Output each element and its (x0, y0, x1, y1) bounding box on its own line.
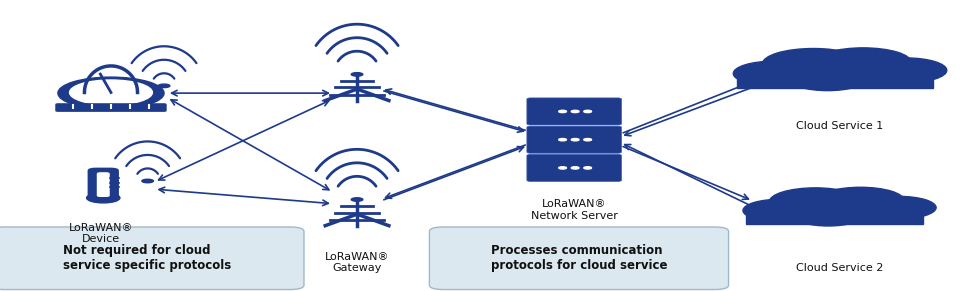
Text: Cloud Service 2: Cloud Service 2 (796, 263, 883, 273)
Circle shape (158, 84, 170, 88)
FancyBboxPatch shape (0, 227, 304, 290)
Circle shape (571, 167, 579, 169)
FancyBboxPatch shape (527, 98, 621, 125)
Circle shape (571, 139, 579, 141)
Circle shape (142, 179, 153, 183)
Circle shape (816, 187, 904, 214)
Circle shape (743, 199, 817, 222)
Text: Cloud Service 1: Cloud Service 1 (796, 121, 883, 131)
Circle shape (559, 139, 566, 141)
FancyBboxPatch shape (429, 227, 729, 290)
Circle shape (87, 193, 120, 203)
Circle shape (584, 110, 592, 113)
Circle shape (793, 205, 864, 226)
FancyBboxPatch shape (56, 104, 166, 111)
Circle shape (584, 167, 592, 169)
Circle shape (559, 110, 566, 113)
Circle shape (69, 80, 152, 105)
FancyBboxPatch shape (746, 212, 924, 224)
Circle shape (351, 198, 363, 201)
Circle shape (58, 77, 164, 109)
Circle shape (769, 188, 862, 216)
Circle shape (841, 67, 913, 88)
Circle shape (559, 167, 566, 169)
Circle shape (862, 196, 936, 219)
Circle shape (584, 139, 592, 141)
FancyBboxPatch shape (527, 154, 621, 182)
Text: LoRaWAN®
Gateway: LoRaWAN® Gateway (325, 252, 389, 273)
Text: Processes communication
protocols for cloud service: Processes communication protocols for cl… (491, 244, 667, 272)
FancyBboxPatch shape (97, 173, 109, 196)
Circle shape (762, 49, 865, 79)
Circle shape (841, 204, 905, 224)
Circle shape (788, 67, 867, 91)
Circle shape (814, 48, 911, 77)
Text: LoRaWAN®
Device: LoRaWAN® Device (69, 223, 133, 244)
FancyBboxPatch shape (89, 168, 118, 200)
Circle shape (733, 61, 815, 86)
Circle shape (351, 73, 363, 76)
Text: LoRaWAN®
Network Server: LoRaWAN® Network Server (531, 199, 618, 221)
Circle shape (865, 58, 947, 83)
FancyBboxPatch shape (527, 126, 621, 153)
Circle shape (571, 110, 579, 113)
Text: Not required for cloud
service specific protocols: Not required for cloud service specific … (63, 244, 231, 272)
FancyBboxPatch shape (737, 75, 932, 88)
